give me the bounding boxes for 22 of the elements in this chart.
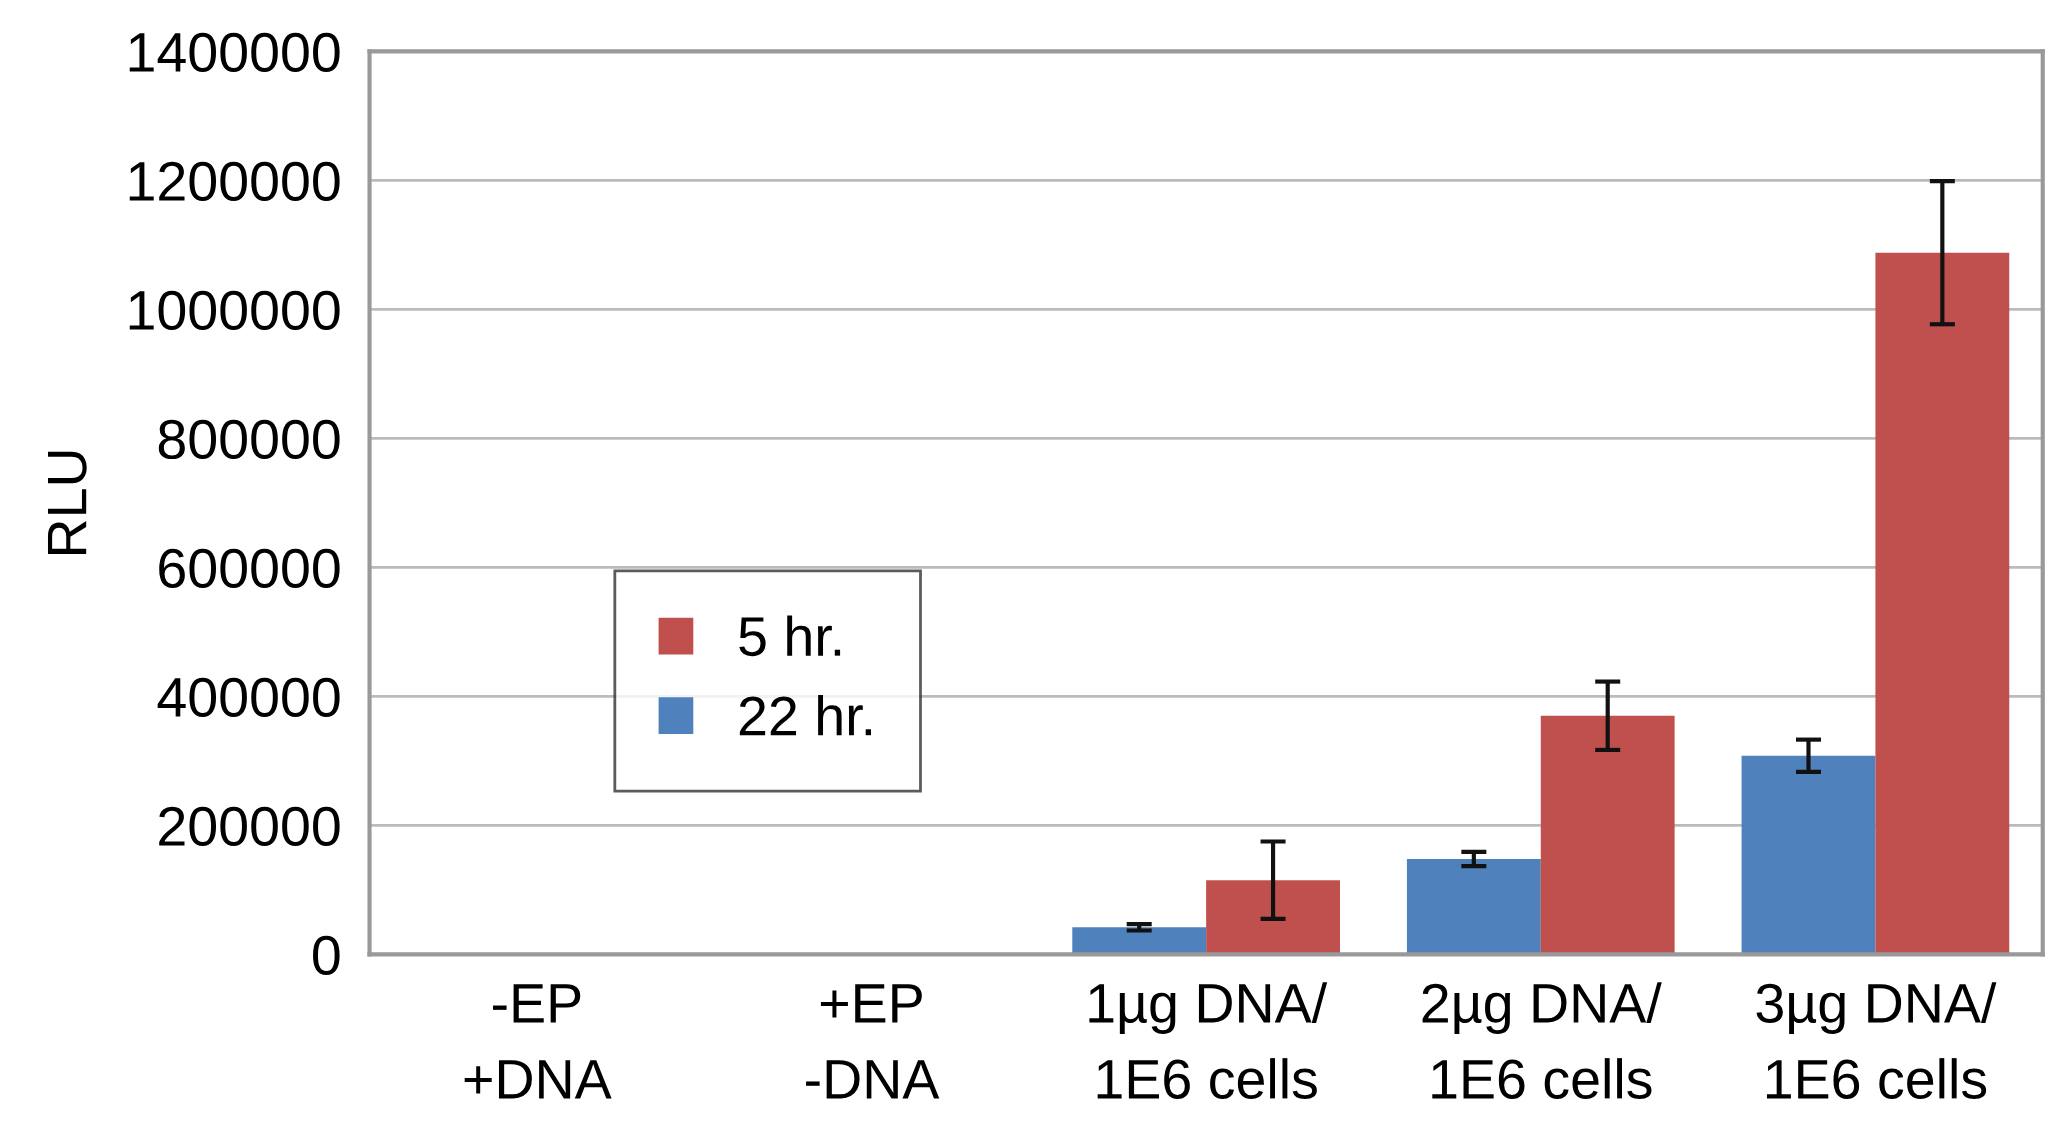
bar	[1741, 755, 1876, 955]
y-axis-title: RLU	[47, 451, 87, 554]
y-tick-label: 800000	[158, 419, 340, 460]
bar	[1406, 858, 1541, 955]
bar	[1540, 715, 1675, 955]
y-tick-label: 0	[313, 935, 340, 976]
bar	[1875, 252, 2010, 955]
legend-label: 22 hr.	[739, 694, 871, 736]
y-tick-label: 1400000	[129, 32, 340, 73]
y-tick-label: 1000000	[129, 290, 340, 331]
x-tick-label: 3µg DNA/ 1E6 cells	[1756, 982, 1997, 1099]
bar	[1206, 880, 1340, 955]
x-tick-label: +EP -DNA	[806, 984, 940, 1099]
y-tick-label: 600000	[159, 548, 340, 589]
x-tick-label: 1µg DNA/ 1E6 cells	[1089, 982, 1328, 1099]
legend-label: 5 hr.	[739, 615, 841, 657]
x-tick-label: 2µg DNA/ 1E6 cells	[1422, 982, 1662, 1099]
x-tick-label: -EP +DNA	[464, 984, 612, 1099]
bar	[1072, 927, 1207, 955]
y-tick-label: 1200000	[129, 161, 340, 202]
y-tick-label: 400000	[157, 677, 340, 718]
y-tick-label: 200000	[159, 806, 340, 847]
